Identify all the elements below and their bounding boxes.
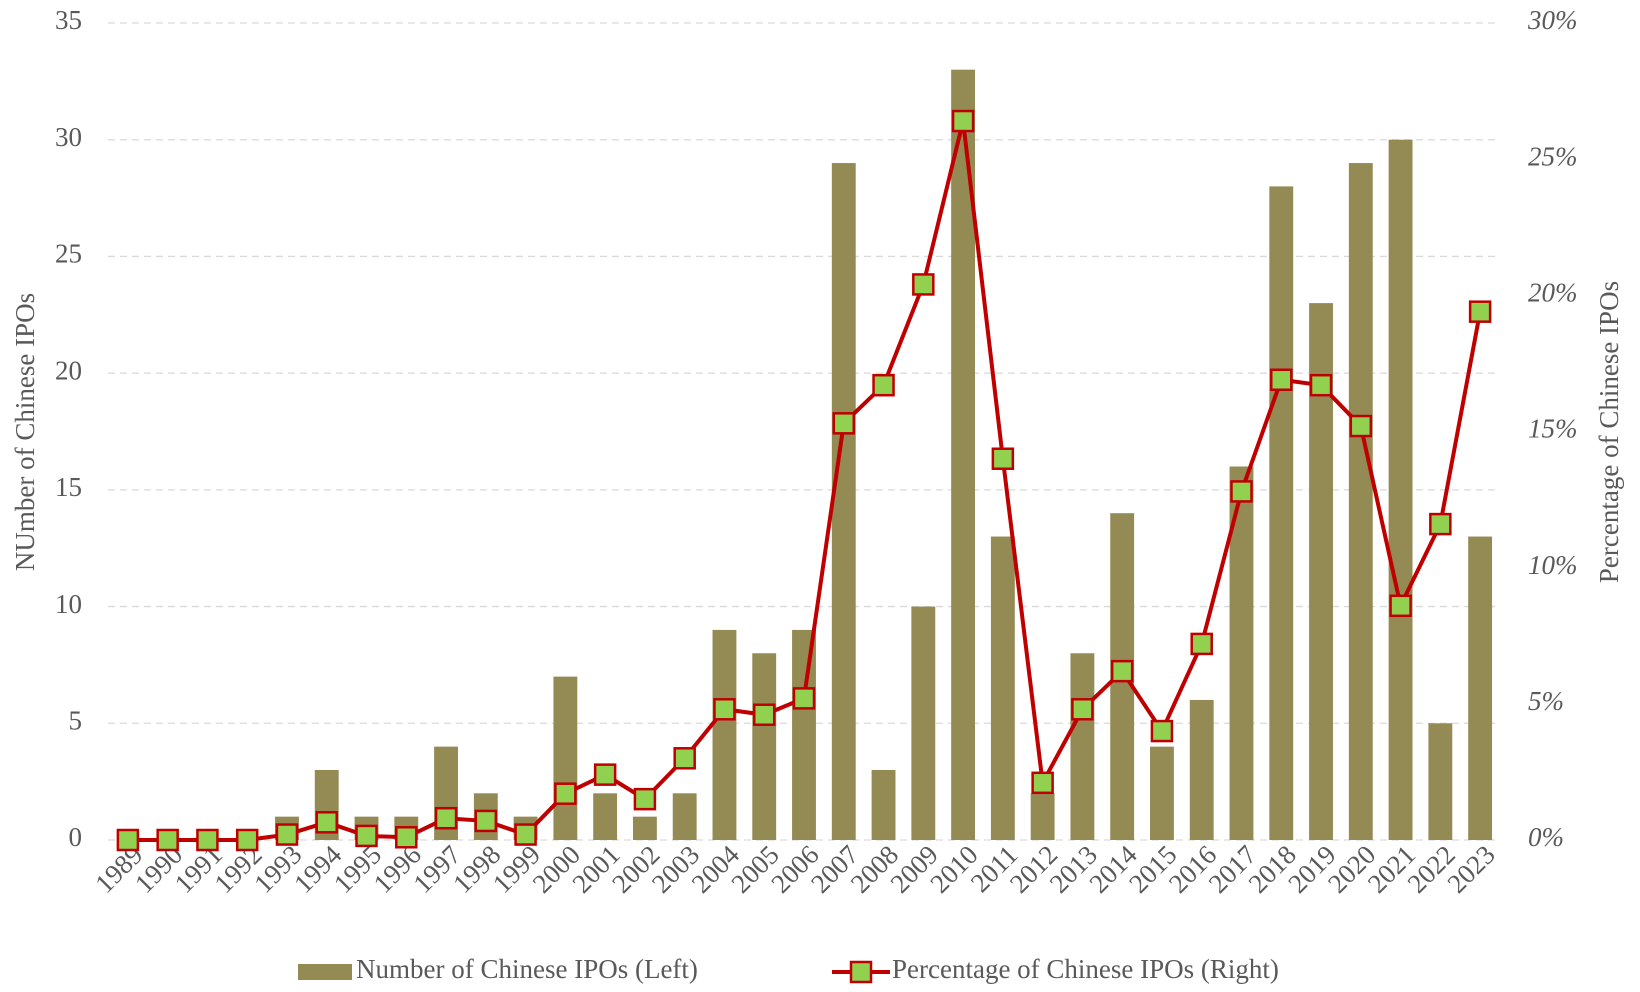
marker [1429, 512, 1452, 536]
bar [1229, 466, 1254, 840]
y2-tick-label: 10% [1528, 550, 1578, 580]
bar [1309, 303, 1333, 841]
bar [1189, 699, 1214, 840]
marker [355, 824, 378, 848]
marker [315, 811, 338, 834]
bar [1030, 793, 1055, 840]
marker [912, 273, 935, 296]
bar [951, 69, 976, 840]
marker [673, 747, 696, 770]
y2-tick-label: 15% [1528, 414, 1578, 444]
bar [1388, 139, 1413, 840]
marker [1031, 771, 1054, 795]
bar [1468, 536, 1493, 840]
bar [831, 163, 856, 841]
marker [1349, 414, 1373, 438]
bar [1428, 723, 1453, 840]
legend-label: Percentage of Chinese IPOs (Right) [892, 954, 1279, 984]
bar [1348, 163, 1373, 841]
bar [990, 536, 1015, 840]
bar [672, 793, 697, 840]
marker [713, 698, 736, 721]
y2-tick-label: 20% [1528, 278, 1578, 308]
bar [871, 769, 896, 840]
marker [1389, 594, 1412, 618]
marker [196, 828, 219, 852]
marker [633, 787, 657, 811]
marker [1150, 719, 1174, 743]
marker [832, 412, 856, 435]
marker [1190, 632, 1213, 656]
marker [1468, 300, 1492, 323]
marker [554, 782, 577, 805]
bar [593, 793, 618, 840]
x-tick-label: 2023 [1441, 839, 1500, 898]
y2-tick-label: 30% [1527, 5, 1578, 35]
bar [752, 653, 777, 840]
y-axis-title: NUmber of Chinese IPOs [10, 293, 40, 571]
bar [1070, 653, 1095, 840]
marker [1270, 368, 1293, 392]
y2-tick-label: 0% [1528, 822, 1564, 852]
legend-swatch [849, 960, 873, 984]
marker [951, 109, 975, 133]
bar [1269, 186, 1294, 840]
bar [553, 676, 578, 840]
marker [792, 687, 816, 710]
bar [632, 816, 657, 840]
y-tick-label: 35 [55, 5, 82, 35]
bar [792, 629, 816, 840]
bar [911, 606, 936, 840]
marker [474, 809, 498, 833]
marker [275, 823, 299, 846]
marker [156, 828, 179, 852]
bar [712, 629, 737, 840]
y-tick-label: 15 [55, 472, 82, 502]
marker [991, 447, 1015, 470]
y-tick-label: 5 [69, 705, 83, 735]
y-tick-label: 10 [55, 589, 82, 619]
y-tick-label: 20 [55, 355, 82, 385]
y2-axis-title: Percentage of Chinese IPOs [1594, 281, 1624, 583]
marker [116, 828, 140, 852]
marker [872, 373, 895, 397]
marker [1309, 373, 1333, 397]
marker [1230, 480, 1253, 503]
bar [1150, 746, 1174, 840]
marker [434, 806, 458, 830]
legend-label: Number of Chinese IPOs (Left) [356, 954, 698, 984]
marker [1071, 698, 1094, 721]
y2-tick-label: 5% [1528, 686, 1564, 716]
marker [235, 828, 259, 852]
y-tick-label: 25 [55, 239, 82, 269]
marker [514, 823, 537, 846]
marker [1110, 659, 1134, 683]
y-tick-label: 30 [55, 122, 82, 152]
y2-tick-label: 25% [1528, 141, 1578, 171]
marker [752, 703, 776, 726]
marker [593, 763, 617, 786]
y-tick-label: 0 [69, 822, 83, 852]
legend-swatch [298, 964, 352, 980]
marker [395, 826, 418, 849]
